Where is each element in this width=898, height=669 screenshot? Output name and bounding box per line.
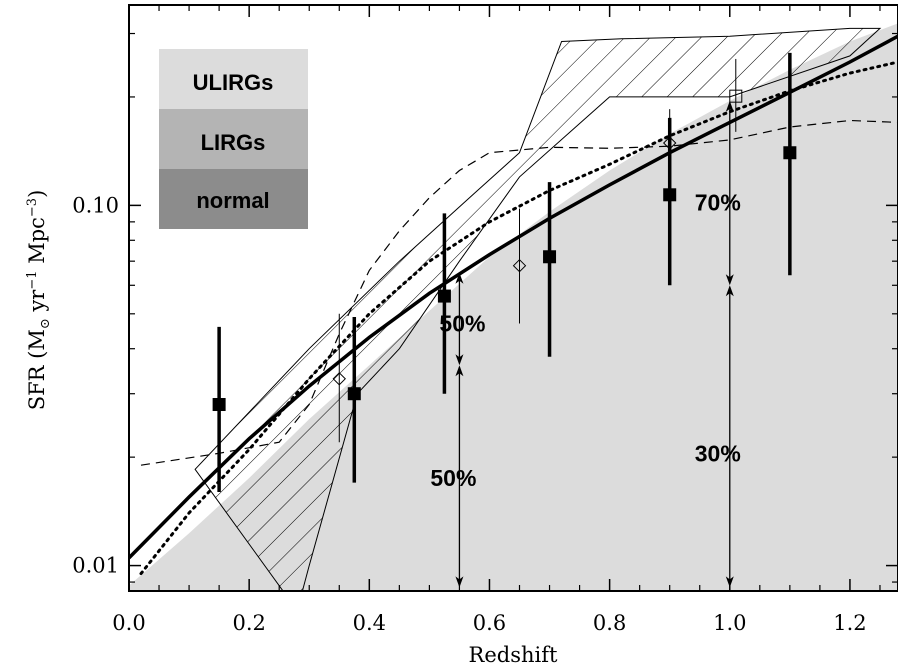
fraction-arrow-head-up bbox=[725, 100, 734, 112]
points-layer bbox=[212, 52, 797, 493]
x-tick-label: 1.0 bbox=[713, 611, 746, 635]
open-diamond-point bbox=[662, 136, 677, 150]
fraction-label: 50% bbox=[439, 310, 485, 336]
fraction-label: 50% bbox=[430, 465, 476, 491]
filled-square-point bbox=[783, 146, 797, 160]
x-tick-label: 0.0 bbox=[112, 611, 145, 635]
open-diamond-point bbox=[512, 259, 527, 273]
y-title-mid2: Mpc bbox=[25, 217, 49, 270]
legend-normal-label: normal bbox=[196, 188, 269, 213]
plot-area bbox=[129, 23, 898, 591]
plot-frame bbox=[128, 4, 898, 592]
fraction-arrow-head-down bbox=[725, 274, 734, 286]
legend-ulirgs-label: ULIRGs bbox=[193, 70, 274, 95]
open-square-point bbox=[729, 89, 743, 103]
x-axis-title: Redshift bbox=[469, 643, 558, 667]
filled-square-point bbox=[212, 398, 226, 412]
y-tick-label: 0.01 bbox=[72, 554, 119, 578]
legend-lirgs-swatch bbox=[159, 109, 308, 169]
filled-square-point bbox=[663, 188, 677, 202]
annotations-layer: 50% 50% 70% 30% bbox=[430, 189, 740, 491]
legend-ulirgs-swatch bbox=[159, 49, 308, 109]
arrows-layer bbox=[455, 100, 734, 588]
y-title-mid: yr bbox=[25, 289, 49, 319]
fraction-arrow-head-up bbox=[725, 285, 734, 297]
legend: ULIRGs LIRGs normal bbox=[159, 49, 308, 229]
x-tick-label: 1.2 bbox=[833, 611, 866, 635]
fraction-label: 30% bbox=[695, 440, 741, 466]
legend-lirgs-label: LIRGs bbox=[201, 130, 266, 155]
series-line-dotted bbox=[139, 60, 898, 576]
x-tick-label: 0.6 bbox=[473, 611, 506, 635]
x-tick-label: 0.8 bbox=[593, 611, 626, 635]
y-title-exp1: −1 bbox=[25, 270, 40, 289]
fraction-arrow-head-down bbox=[455, 354, 464, 366]
y-title-exp2: −3 bbox=[25, 198, 40, 217]
fraction-arrow-head-up bbox=[455, 365, 464, 377]
ticks-layer: 0.0 0.2 0.4 0.6 0.8 1.0 1.2 0.01 0.10 bbox=[72, 5, 898, 635]
fraction-arrow-head-down bbox=[455, 576, 464, 588]
filled-square-point bbox=[437, 289, 451, 303]
fraction-label: 70% bbox=[695, 189, 741, 215]
hatched-region bbox=[194, 27, 882, 591]
y-axis-title: SFR (M⊙ yr−1 Mpc−3) bbox=[25, 190, 53, 411]
filled-square-point bbox=[347, 387, 361, 401]
y-title-prefix: SFR (M bbox=[25, 329, 49, 410]
y-title-suffix: ) bbox=[25, 190, 49, 198]
y-tick-label: 0.10 bbox=[72, 193, 119, 217]
x-tick-label: 0.4 bbox=[353, 611, 386, 635]
series-line-dashed bbox=[140, 119, 898, 466]
filled-square-point bbox=[543, 250, 557, 264]
y-title-sun: ⊙ bbox=[38, 318, 53, 329]
x-tick-label: 0.2 bbox=[232, 611, 265, 635]
open-diamond-point bbox=[332, 372, 346, 386]
legend-normal-swatch bbox=[159, 169, 308, 229]
fraction-arrow-head-up bbox=[455, 272, 464, 284]
